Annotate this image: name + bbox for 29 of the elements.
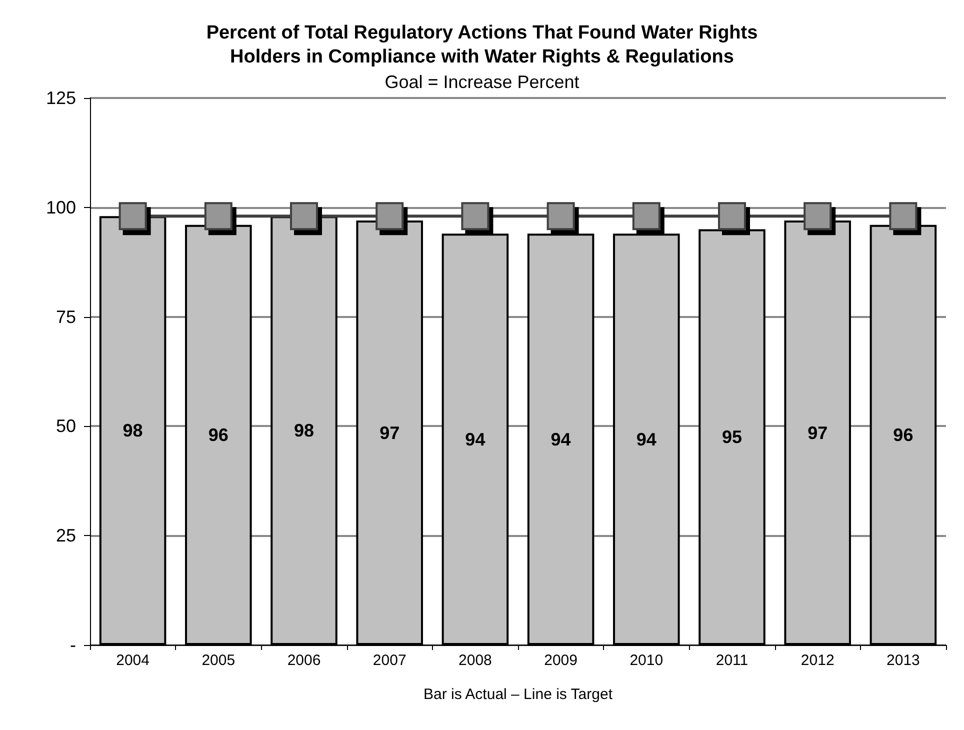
data-label: 98: [122, 420, 143, 441]
x-tick-label: 2007: [372, 652, 406, 669]
x-tick-label: 2012: [800, 652, 834, 669]
data-label: 96: [208, 424, 228, 445]
data-label: 94: [636, 429, 656, 450]
x-tick-label: 2005: [202, 652, 236, 669]
x-tick-label: 2009: [544, 652, 578, 669]
x-tick-label: 2006: [287, 652, 321, 669]
x-tick-label: 2011: [716, 652, 748, 669]
data-label: 97: [808, 422, 828, 443]
data-label: 98: [294, 420, 314, 441]
x-tick-label: 2004: [116, 652, 150, 669]
y-tick-label: 75: [56, 306, 76, 327]
x-tick-label: 2008: [458, 652, 492, 669]
data-label: 95: [722, 427, 742, 448]
data-label: 96: [893, 424, 914, 445]
data-label: 97: [380, 422, 400, 443]
y-tick-label: 100: [46, 197, 76, 218]
y-tick-label: -: [70, 635, 76, 655]
y-tick-label: 125: [46, 88, 76, 108]
y-tick-label: 25: [56, 526, 76, 546]
x-tick-label: 2010: [630, 652, 664, 669]
y-tick-label: 50: [56, 416, 76, 436]
x-axis-title: Bar is Actual – Line is Target: [424, 686, 614, 703]
chart-title: Percent of Total Regulatory Actions That Found Water Rights Holders in Compliance with Water Rights & Regulations: [206, 22, 758, 68]
data-label: 94: [465, 429, 486, 450]
chart-subtitle: Goal = Increase Percent: [384, 72, 580, 92]
data-label: 94: [550, 429, 571, 450]
x-tick-label: 2013: [886, 652, 920, 669]
